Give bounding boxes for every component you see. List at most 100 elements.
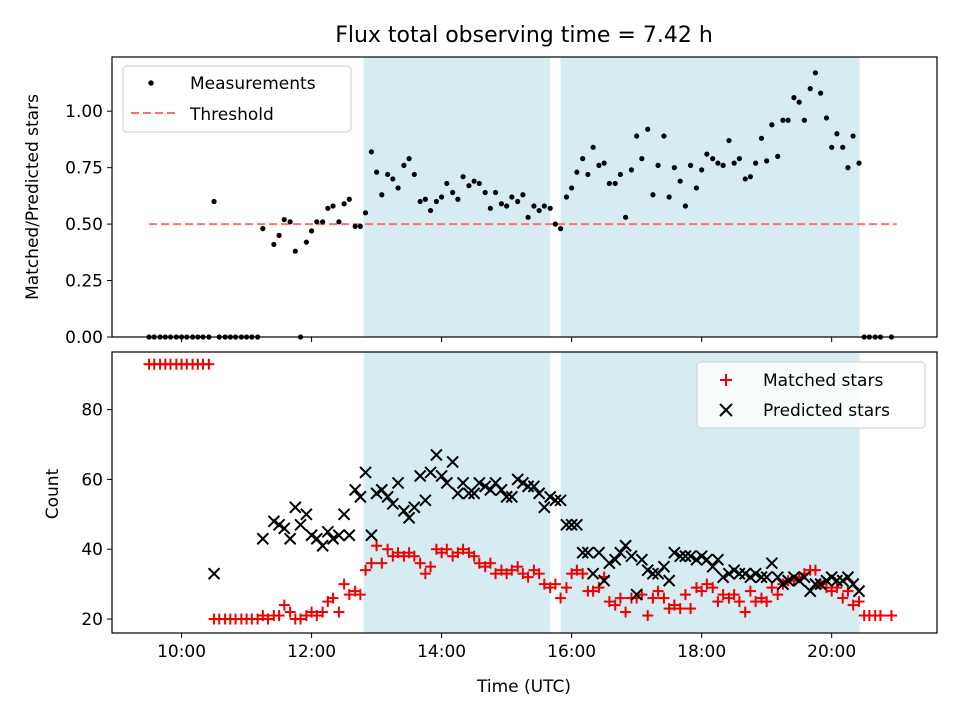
predicted-star-point bbox=[365, 529, 378, 542]
measurement-point bbox=[271, 241, 277, 248]
matched-star-point bbox=[549, 578, 561, 590]
predicted-star-point bbox=[207, 567, 221, 580]
measurement-point bbox=[596, 162, 602, 168]
matched-star-point bbox=[414, 557, 426, 569]
matched-star-point bbox=[365, 557, 377, 569]
predicted-star-point bbox=[381, 490, 394, 504]
predicted-star-point bbox=[278, 522, 291, 535]
matched-star-point bbox=[744, 585, 756, 597]
predicted-star-point bbox=[668, 546, 681, 559]
measurement-point bbox=[525, 214, 531, 220]
measurement-point bbox=[482, 189, 488, 196]
matched-star-point bbox=[512, 561, 524, 573]
measurement-point bbox=[801, 117, 807, 123]
matched-star-point bbox=[317, 606, 329, 618]
matched-star-point bbox=[382, 543, 394, 555]
measurement-point bbox=[704, 151, 710, 157]
measurement-point bbox=[731, 160, 737, 166]
measurement-point bbox=[693, 185, 700, 191]
measurement-point bbox=[574, 169, 580, 175]
measurement-point bbox=[487, 205, 493, 211]
measurement-point bbox=[260, 226, 266, 232]
predicted-star-point bbox=[565, 518, 578, 531]
matched-star-point bbox=[847, 599, 859, 611]
measurement-point bbox=[634, 133, 640, 139]
measurement-point bbox=[401, 162, 407, 168]
measurement-point bbox=[775, 153, 781, 159]
measurement-point bbox=[758, 135, 765, 141]
predicted-star-point bbox=[424, 466, 437, 479]
predicted-star-point bbox=[391, 476, 405, 490]
predicted-star-point bbox=[630, 588, 643, 601]
bottom-panel: 10:00 12:00 14:00 16:00 18:00 20:00 20 40 60 80 C… bbox=[43, 351, 938, 662]
matched-star-point bbox=[712, 596, 724, 608]
measurement-point bbox=[726, 137, 732, 144]
measurement-point bbox=[563, 194, 570, 200]
y-tick-label: 0.50 bbox=[65, 215, 103, 235]
predicted-star-point bbox=[716, 570, 730, 584]
measurement-point bbox=[373, 169, 380, 175]
measurement-point bbox=[557, 226, 564, 232]
predicted-star-point bbox=[527, 480, 541, 493]
predicted-star-point bbox=[456, 476, 470, 490]
predicted-star-point bbox=[538, 501, 551, 514]
predicted-star-point bbox=[749, 567, 762, 580]
matched-star-point bbox=[419, 568, 431, 580]
predicted-star-point bbox=[419, 494, 432, 507]
measurement-point bbox=[812, 70, 819, 76]
matched-star-point bbox=[885, 610, 897, 622]
measurement-point bbox=[385, 171, 391, 178]
measurement-point bbox=[856, 160, 862, 166]
predicted-star-point bbox=[435, 469, 448, 483]
measurement-point bbox=[417, 198, 423, 205]
matched-star-point bbox=[311, 610, 323, 622]
measurement-point bbox=[753, 160, 759, 166]
measurement-point bbox=[492, 189, 499, 196]
predicted-star-point bbox=[402, 511, 416, 525]
measurement-point bbox=[395, 185, 401, 191]
measurement-point bbox=[411, 171, 417, 178]
measurement-point bbox=[639, 156, 645, 162]
matched-star-point bbox=[457, 543, 469, 555]
predicted-star-point bbox=[684, 549, 697, 563]
measurement-point bbox=[325, 205, 331, 211]
matched-star-point bbox=[338, 578, 350, 590]
measurement-point bbox=[807, 86, 813, 92]
y-tick-label: 60 bbox=[81, 470, 103, 490]
predicted-star-point bbox=[625, 549, 638, 563]
predicted-star-point bbox=[413, 469, 427, 483]
predicted-star-point bbox=[657, 560, 671, 573]
measurement-point bbox=[666, 194, 672, 200]
predicted-star-point bbox=[673, 549, 687, 563]
matched-star-point bbox=[392, 547, 404, 559]
top-y-axis-label: Matched/Predicted stars bbox=[23, 94, 43, 300]
matched-star-point bbox=[728, 589, 740, 601]
measurement-point bbox=[655, 162, 661, 168]
x-axis-label: Time (UTC) bbox=[476, 677, 571, 697]
measurement-point bbox=[796, 99, 802, 105]
legend-measurements-marker bbox=[148, 80, 154, 86]
predicted-star-point bbox=[809, 577, 822, 591]
y-tick-label: 80 bbox=[81, 401, 103, 421]
matched-star-point bbox=[577, 568, 589, 580]
predicted-star-point bbox=[484, 483, 497, 497]
axes-frame bbox=[111, 56, 938, 338]
matched-star-point bbox=[262, 613, 274, 625]
measurement-point bbox=[601, 160, 607, 166]
matched-star-point bbox=[343, 589, 355, 601]
matched-star-point bbox=[609, 599, 621, 611]
predicted-star-point bbox=[679, 549, 692, 563]
predicted-star-point bbox=[597, 574, 611, 587]
matched-star-point bbox=[642, 610, 654, 622]
matched-star-point bbox=[761, 596, 773, 608]
measurement-point bbox=[536, 207, 542, 214]
predicted-star-point bbox=[662, 574, 676, 587]
x-tick-label: 20:00 bbox=[807, 642, 856, 662]
measurement-point bbox=[645, 126, 651, 132]
predicted-star-point bbox=[473, 476, 486, 490]
top-legend: Measurements Threshold bbox=[122, 65, 352, 133]
predicted-star-point bbox=[283, 532, 297, 545]
matched-star-point bbox=[295, 613, 307, 625]
measurement-point bbox=[287, 219, 293, 225]
predicted-star-point bbox=[348, 483, 362, 497]
